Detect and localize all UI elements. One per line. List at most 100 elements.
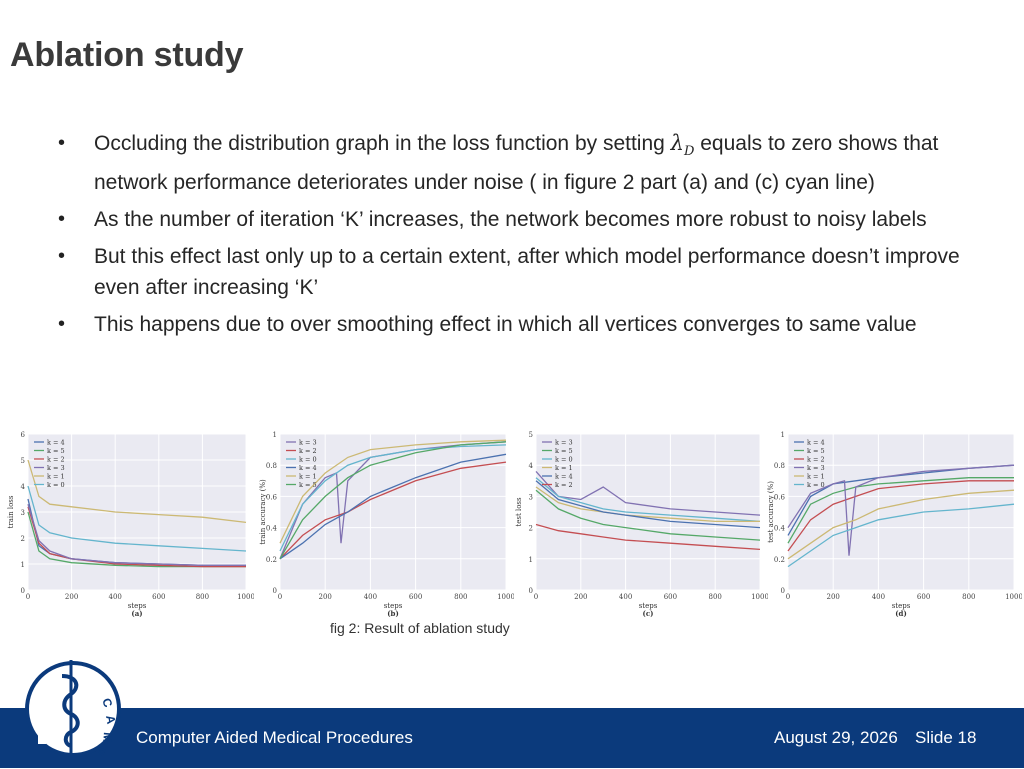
- figure-caption: fig 2: Result of ablation study: [330, 620, 510, 636]
- y-tick-label: 5: [529, 431, 533, 439]
- series-line: [279, 444, 507, 552]
- legend-label: k = 3: [807, 464, 825, 472]
- y-tick-label: 2: [21, 535, 25, 543]
- bullet-item: • But this effect last only up to a cert…: [58, 241, 988, 303]
- panel-label: (a): [131, 609, 142, 618]
- logo-letter: P: [92, 745, 108, 757]
- y-tick-label: 0: [529, 587, 533, 595]
- x-tick-label: 600: [152, 593, 165, 601]
- x-tick-label: 200: [827, 593, 840, 601]
- x-tick-label: 800: [709, 593, 722, 601]
- logo-letter: M: [100, 732, 115, 743]
- series-line: [27, 504, 246, 566]
- legend-label: k = 1: [47, 473, 65, 481]
- legend-label: k = 1: [299, 473, 317, 481]
- bullet-item: • As the number of iteration ‘K’ increas…: [58, 204, 988, 235]
- panel-label: (c): [643, 609, 654, 618]
- legend-label: k = 1: [555, 464, 573, 472]
- legend: k = 3k = 2k = 0k = 4k = 1k = 5: [286, 439, 317, 489]
- plot-area: [788, 434, 1014, 590]
- bullet-item: • This happens due to over smoothing eff…: [58, 309, 988, 340]
- legend-label: k = 2: [555, 481, 573, 489]
- legend-label: k = 1: [807, 473, 825, 481]
- x-axis-label: steps: [384, 602, 403, 610]
- x-tick-label: 0: [786, 593, 790, 601]
- bullet-list: • Occluding the distribution graph in th…: [58, 128, 988, 346]
- series-line: [787, 489, 1015, 560]
- y-tick-label: 0.2: [266, 556, 277, 564]
- series-line: [279, 439, 507, 544]
- x-axis-label: steps: [892, 602, 911, 610]
- x-tick-label: 1000: [751, 593, 768, 601]
- legend-label: k = 4: [299, 464, 317, 472]
- bullet-marker: •: [58, 313, 66, 336]
- series-line: [535, 523, 761, 551]
- y-tick-label: 3: [529, 493, 533, 501]
- legend-label: k = 4: [47, 439, 65, 447]
- x-tick-label: 400: [364, 593, 377, 601]
- legend-label: k = 2: [47, 456, 65, 464]
- y-tick-label: 0.8: [774, 462, 785, 470]
- x-tick-label: 800: [454, 593, 467, 601]
- y-tick-label: 2: [529, 525, 533, 533]
- y-tick-label: 4: [21, 483, 26, 491]
- legend-label: k = 0: [299, 456, 317, 464]
- staff-of-asclepius-icon: C A M P: [25, 660, 121, 757]
- y-tick-label: 0.4: [774, 525, 786, 533]
- y-tick-label: 0.6: [266, 493, 278, 501]
- bullet-text: This happens due to over smoothing effec…: [94, 313, 917, 337]
- x-tick-label: 600: [917, 593, 930, 601]
- legend-label: k = 5: [555, 447, 573, 455]
- logo-letter: A: [103, 714, 118, 725]
- series-line: [787, 503, 1015, 568]
- legend: k = 4k = 5k = 2k = 3k = 1k = 0: [34, 439, 65, 489]
- legend-label: k = 0: [555, 456, 573, 464]
- legend-label: k = 0: [807, 481, 825, 489]
- legend: k = 3k = 5k = 0k = 1k = 4k = 2: [542, 439, 573, 489]
- x-tick-label: 800: [196, 593, 209, 601]
- y-tick-label: 0.6: [774, 493, 786, 501]
- footer-date: August 29, 2026: [774, 728, 898, 747]
- legend-label: k = 5: [299, 481, 317, 489]
- y-tick-label: 1: [529, 556, 533, 564]
- y-tick-label: 0: [21, 587, 25, 595]
- x-tick-label: 400: [619, 593, 632, 601]
- x-tick-label: 200: [65, 593, 78, 601]
- series-line: [279, 441, 507, 560]
- y-tick-label: 1: [781, 431, 785, 439]
- legend: k = 4k = 5k = 2k = 3k = 1k = 0: [794, 439, 825, 489]
- legend-label: k = 2: [807, 456, 825, 464]
- legend-label: k = 2: [299, 447, 317, 455]
- x-tick-label: 1000: [1005, 593, 1022, 601]
- y-axis-label: train loss: [7, 495, 15, 528]
- y-tick-label: 0: [781, 587, 785, 595]
- x-tick-label: 0: [278, 593, 282, 601]
- y-tick-label: 0.2: [774, 556, 785, 564]
- x-tick-label: 600: [664, 593, 677, 601]
- y-tick-label: 0.8: [266, 462, 277, 470]
- x-tick-label: 400: [109, 593, 122, 601]
- legend-label: k = 5: [47, 447, 65, 455]
- x-axis-label: steps: [128, 602, 147, 610]
- bullet-marker: •: [58, 132, 66, 154]
- bullet-text: But this effect last only up to a certai…: [94, 245, 960, 300]
- panel-label: (b): [387, 609, 399, 618]
- slide-title: Ablation study: [10, 36, 244, 74]
- bullet-text: As the number of iteration ‘K’ increases…: [94, 208, 927, 232]
- footer-bar: Computer Aided Medical Procedures August…: [0, 708, 1024, 768]
- y-tick-label: 3: [21, 509, 25, 517]
- legend-label: k = 3: [299, 439, 317, 447]
- lambda-symbol: λD: [670, 131, 695, 160]
- x-tick-label: 200: [574, 593, 587, 601]
- series-line: [279, 461, 507, 560]
- series-line: [27, 459, 247, 524]
- x-tick-label: 0: [534, 593, 538, 601]
- x-tick-label: 200: [319, 593, 332, 601]
